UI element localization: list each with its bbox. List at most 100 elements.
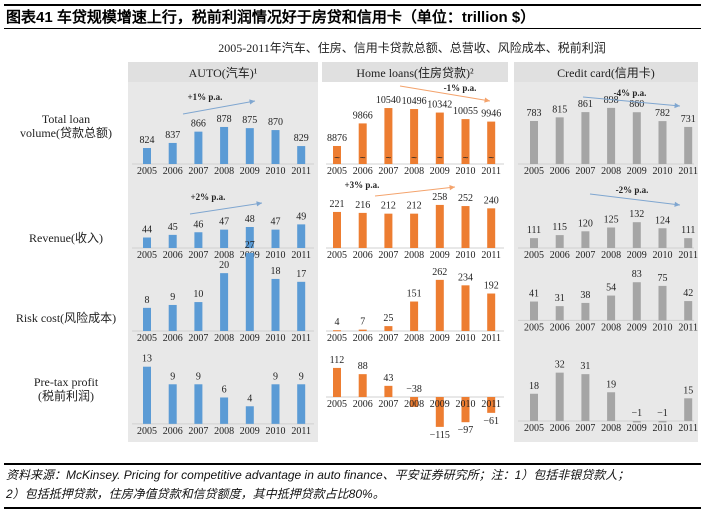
tick-label: 2007 <box>188 250 208 261</box>
bar <box>220 229 229 248</box>
tick-label: 2009 <box>627 322 647 333</box>
tick-label: 2005 <box>524 322 544 333</box>
tick-label: 2011 <box>481 333 501 344</box>
data-label: 41 <box>529 289 539 300</box>
tick-label: 2005 <box>524 423 544 434</box>
data-label: 9866 <box>353 110 373 121</box>
data-label: 43 <box>383 373 393 384</box>
data-label: 47 <box>219 217 229 228</box>
data-label: 252 <box>458 193 473 204</box>
bar <box>143 237 151 248</box>
data-label: 870 <box>268 117 283 128</box>
tick-label: 2011 <box>291 333 311 344</box>
data-label: 31 <box>555 293 565 304</box>
tick-label: 2007 <box>575 250 595 261</box>
data-label: 8876 <box>327 133 347 144</box>
title-top-rule <box>4 4 701 6</box>
bar <box>435 279 444 331</box>
bar <box>461 206 470 248</box>
tick-label: 2009 <box>627 423 647 434</box>
bar <box>358 374 367 398</box>
tick-label: 2005 <box>137 333 157 344</box>
bar <box>530 301 538 321</box>
data-label: 27 <box>245 240 255 251</box>
bar <box>555 306 564 321</box>
axis-break-icon: ~ <box>385 153 391 164</box>
bar <box>297 384 306 424</box>
data-label: 9946 <box>481 109 501 120</box>
bar <box>358 123 367 164</box>
bar <box>684 126 693 164</box>
bar <box>245 406 254 424</box>
tick-label: 2010 <box>653 423 673 434</box>
data-label: 10342 <box>427 100 452 111</box>
source-note-line2: 2）包括抵押贷款，住房净值贷款和信贷额度，其中抵押贷款占比80%。 <box>6 487 385 501</box>
axis-break-icon: ~ <box>411 153 417 164</box>
data-label: 17 <box>296 269 306 280</box>
data-label: 47 <box>271 217 281 228</box>
tick-label: 2007 <box>575 423 595 434</box>
arrowhead-icon <box>674 102 680 109</box>
row-label: Revenue(收入) <box>29 231 103 245</box>
data-label: 262 <box>432 267 447 278</box>
data-label: 132 <box>629 209 644 220</box>
tick-label: 2006 <box>550 166 570 177</box>
tick-label: 2011 <box>678 250 698 261</box>
tick-label: 2008 <box>214 166 234 177</box>
data-label: 18 <box>271 266 281 277</box>
data-label: 83 <box>632 269 642 280</box>
bar <box>607 227 616 248</box>
bar <box>581 112 590 164</box>
data-label: −115 <box>430 430 450 441</box>
arrowhead-icon <box>249 99 255 105</box>
tick-label: 2011 <box>291 426 311 437</box>
bar <box>245 128 254 164</box>
tick-label: 2011 <box>291 250 311 261</box>
tick-label: 2010 <box>653 166 673 177</box>
bar <box>435 397 444 427</box>
data-label: 42 <box>683 288 693 299</box>
data-label: 212 <box>381 201 396 212</box>
trend-label: -2% p.a. <box>616 185 649 195</box>
bar <box>333 211 341 248</box>
data-label: 19 <box>606 379 616 390</box>
bar <box>245 227 254 248</box>
data-label: 4 <box>335 317 340 328</box>
bar <box>194 131 203 164</box>
bar <box>435 204 444 248</box>
row-label: (税前利润) <box>38 388 94 403</box>
bar <box>658 285 667 321</box>
tick-label: 2008 <box>601 166 621 177</box>
tick-label: 2006 <box>353 250 373 261</box>
bar <box>684 301 693 321</box>
data-label: 875 <box>242 115 257 126</box>
trend-arrow <box>399 85 491 102</box>
data-label: 860 <box>629 99 644 110</box>
data-label: 151 <box>407 289 422 300</box>
trend-arrow <box>589 193 681 206</box>
bar <box>684 398 693 421</box>
tick-label: 2007 <box>378 333 398 344</box>
trend-label: -1% p.a. <box>444 83 477 93</box>
bar <box>555 235 564 248</box>
bar <box>684 238 693 248</box>
data-label: 46 <box>193 219 203 230</box>
small-multiples-chart: 2005-2011年汽车、住房、信用卡贷款总额、总营收、风险成本、税前利润 AUT… <box>16 40 698 442</box>
tick-label: 2010 <box>266 333 286 344</box>
bar <box>530 121 538 164</box>
data-label: 20 <box>219 260 229 271</box>
data-label: 10540 <box>376 95 401 106</box>
data-label: 111 <box>527 225 541 236</box>
tick-label: 2006 <box>550 322 570 333</box>
tick-label: 2009 <box>430 333 450 344</box>
panel-header <box>322 62 508 82</box>
row-label: Pre-tax profit <box>34 375 99 389</box>
data-label: −97 <box>458 425 474 436</box>
data-label: −38 <box>406 384 422 395</box>
bar <box>632 420 641 423</box>
bar <box>333 367 341 398</box>
tick-label: 2006 <box>353 399 373 410</box>
tick-label: 2006 <box>550 423 570 434</box>
data-label: 234 <box>458 272 473 283</box>
tick-label: 2007 <box>378 399 398 410</box>
